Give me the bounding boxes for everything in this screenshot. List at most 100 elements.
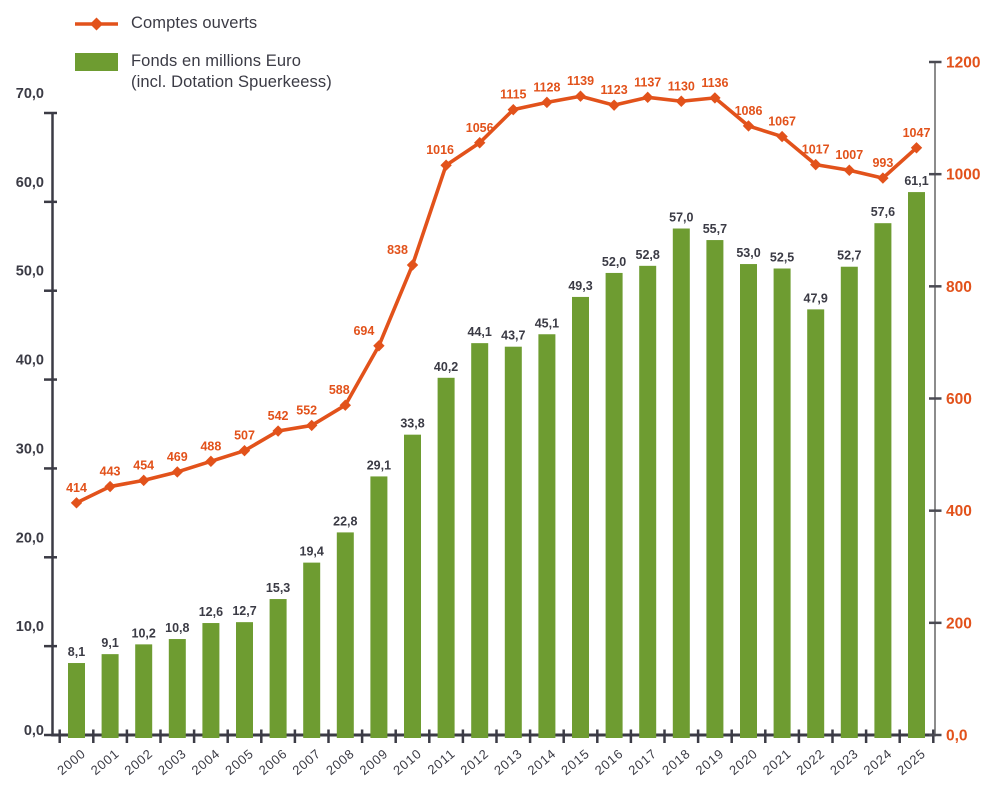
- left-axis-label-20,0: 20,0: [16, 530, 44, 546]
- bar-2013: [504, 346, 522, 738]
- bar-2020: [740, 264, 757, 738]
- line-point-2009: [373, 340, 385, 352]
- line-point-2018: [675, 95, 687, 107]
- line-label-2018: 1130: [668, 79, 695, 93]
- bar-label-2020: 53,0: [736, 246, 760, 260]
- right-axis-label-1200: 1200: [946, 55, 980, 72]
- line-label-2024: 993: [872, 156, 893, 170]
- bar-2010: [404, 434, 421, 738]
- x-label-2006: 2006: [256, 746, 290, 778]
- right-axis-label-1000: 1000: [946, 167, 980, 184]
- line-label-2025: 1047: [903, 126, 931, 140]
- line-point-2021: [776, 130, 788, 143]
- left-axis-label-60,0: 60,0: [16, 175, 44, 191]
- x-label-2022: 2022: [793, 746, 827, 778]
- line-label-2009: 694: [353, 324, 374, 338]
- legend: Comptes ouverts Fonds en millions Euro (…: [75, 13, 332, 93]
- right-axis-label-200: 200: [946, 615, 972, 632]
- bar-2024: [874, 223, 892, 738]
- legend-label-fonds: Fonds en millions Euro (incl. Dotation S…: [131, 51, 332, 93]
- right-axis-label-800: 800: [946, 279, 972, 296]
- line-label-2001: 443: [100, 465, 121, 479]
- line-point-2012: [474, 137, 486, 149]
- line-point-2006: [272, 425, 284, 437]
- bar-label-2023: 52,7: [837, 249, 861, 263]
- x-label-2025: 2025: [894, 746, 928, 778]
- x-label-2017: 2017: [625, 746, 659, 778]
- line-point-2017: [642, 91, 654, 104]
- bar-2021: [773, 268, 791, 738]
- bar-label-2000: 8,1: [68, 645, 85, 659]
- x-label-2001: 2001: [88, 746, 122, 778]
- line-point-2020: [742, 120, 755, 132]
- legend-label-fonds-line2: (incl. Dotation Spuerkeess): [131, 73, 332, 91]
- bar-label-2007: 19,4: [300, 545, 324, 559]
- left-axis-label-70,0: 70,0: [16, 86, 44, 102]
- line-label-2015: 1139: [567, 74, 594, 88]
- bar-label-2003: 10,8: [165, 621, 189, 635]
- line-label-2004: 488: [200, 439, 221, 453]
- bar-label-2024: 57,6: [871, 205, 895, 219]
- line-label-2007: 552: [296, 403, 317, 417]
- bar-label-2022: 47,9: [804, 291, 828, 305]
- line-point-2010: [406, 259, 419, 271]
- line-point-2019: [709, 92, 721, 104]
- bar-2001: [101, 654, 119, 738]
- bar-2022: [807, 309, 825, 738]
- x-label-2018: 2018: [659, 746, 693, 778]
- legend-item-fonds: Fonds en millions Euro (incl. Dotation S…: [75, 51, 332, 93]
- x-label-2021: 2021: [760, 746, 794, 778]
- bar-label-2018: 57,0: [669, 211, 693, 225]
- bar-label-2025: 61,1: [904, 174, 928, 188]
- right-axis-label-600: 600: [946, 391, 972, 408]
- bar-2018: [672, 228, 690, 738]
- line-point-2023: [843, 164, 855, 176]
- bar-2015: [572, 296, 589, 738]
- legend-item-comptes-ouverts: Comptes ouverts: [75, 13, 332, 34]
- x-label-2007: 2007: [289, 746, 323, 778]
- line-label-2020: 1086: [735, 104, 763, 118]
- left-axis-label-50,0: 50,0: [16, 264, 44, 280]
- bar-label-2006: 15,3: [266, 581, 290, 595]
- x-label-2024: 2024: [861, 746, 895, 778]
- line-label-2013: 1115: [500, 88, 526, 102]
- x-label-2013: 2013: [491, 746, 525, 778]
- bar-label-2005: 12,7: [232, 604, 256, 618]
- bar-label-2008: 22,8: [333, 514, 357, 528]
- x-label-2020: 2020: [726, 746, 760, 778]
- bar-2016: [605, 272, 623, 738]
- legend-label-fonds-line1: Fonds en millions Euro: [131, 52, 302, 70]
- bar-2005: [236, 622, 253, 738]
- bar-label-2009: 29,1: [367, 458, 391, 472]
- line-point-2008: [339, 399, 351, 411]
- x-label-2015: 2015: [558, 746, 592, 778]
- bar-label-2017: 52,8: [636, 248, 660, 262]
- line-point-2014: [541, 96, 553, 109]
- line-point-2025: [910, 142, 923, 154]
- bar-label-2015: 49,3: [568, 279, 592, 293]
- bar-label-2021: 52,5: [770, 251, 794, 265]
- bar-2017: [639, 265, 657, 738]
- x-label-2010: 2010: [390, 746, 424, 778]
- bar-label-2012: 44,1: [468, 325, 492, 339]
- x-label-2000: 2000: [54, 746, 88, 778]
- bar-label-2019: 55,7: [703, 222, 727, 236]
- line-label-2003: 469: [167, 450, 188, 464]
- x-label-2008: 2008: [323, 746, 357, 778]
- bar-label-2001: 9,1: [101, 636, 118, 650]
- line-point-2001: [104, 480, 116, 493]
- left-axis-label-10,0: 10,0: [16, 619, 44, 635]
- line-point-2013: [507, 103, 519, 116]
- x-label-2009: 2009: [357, 746, 391, 778]
- bar-2008: [336, 532, 354, 738]
- left-axis-label-40,0: 40,0: [16, 353, 44, 369]
- line-point-2022: [810, 158, 822, 171]
- line-point-2015: [574, 90, 587, 102]
- bar-swatch-icon: [75, 53, 118, 71]
- x-label-2016: 2016: [592, 746, 626, 778]
- x-label-2011: 2011: [425, 746, 459, 778]
- bar-2023: [840, 266, 858, 738]
- bar-2011: [437, 377, 455, 738]
